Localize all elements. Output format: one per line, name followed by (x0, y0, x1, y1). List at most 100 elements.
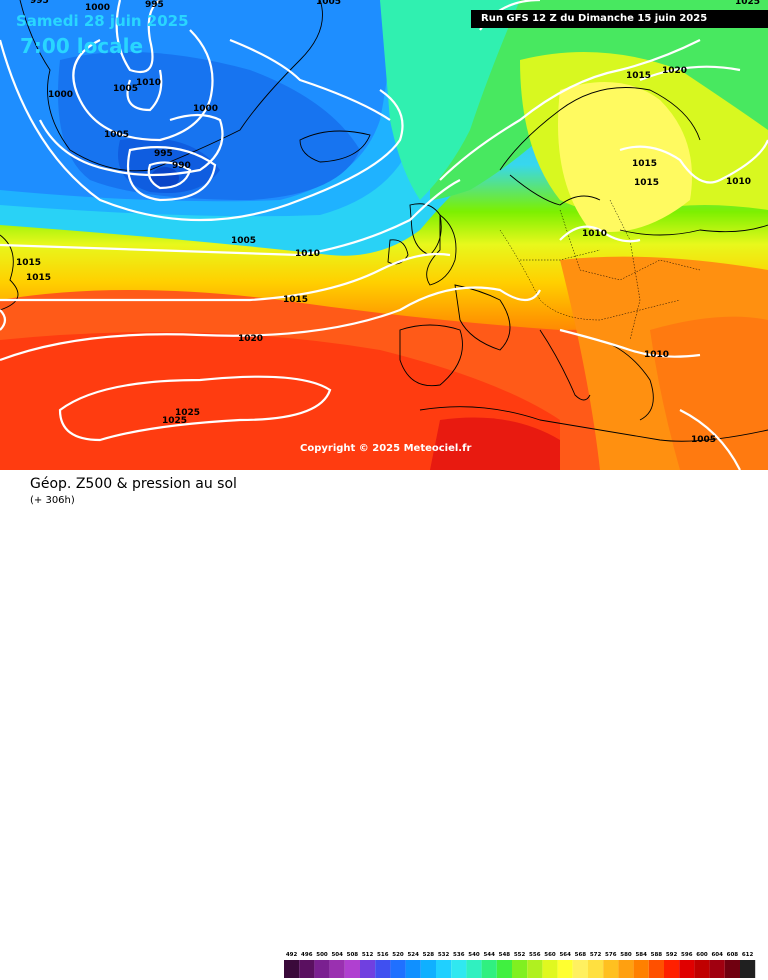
isobar-line-1015-north (439, 39, 701, 181)
england-coast (426, 214, 457, 286)
isobar-line-1015 (0, 252, 451, 302)
isobar-label: 1015 (26, 273, 51, 283)
border-1 (499, 229, 681, 321)
scale-label: 612 (742, 952, 754, 958)
scale-swatch (648, 960, 664, 978)
scale-label: 568 (575, 952, 587, 958)
scale-label: 524 (407, 952, 419, 958)
legend-footer: Géop. Z500 & pression au sol (+ 306h) 49… (0, 470, 768, 978)
scale-label: 592 (666, 952, 678, 958)
scale-swatch (375, 960, 391, 978)
isobar-line-1000-east (229, 38, 391, 121)
scale-label: 596 (681, 952, 693, 958)
scale-label: 532 (438, 952, 450, 958)
scale-label: 600 (696, 952, 708, 958)
scale-swatch (360, 960, 376, 978)
isobar-label: 1005 (104, 130, 129, 140)
scale-swatch (603, 960, 619, 978)
scale-swatch (314, 960, 330, 978)
isobar-label: 995 (154, 149, 173, 159)
isobar-label: 1000 (48, 90, 73, 100)
scale-label: 540 (468, 952, 480, 958)
low-center (151, 167, 179, 189)
isobar-label: 1015 (16, 258, 41, 268)
scale-label: 556 (529, 952, 541, 958)
isobar-labels: 995 1000 995 1005 1005 1010 1000 1000 10… (16, 0, 760, 445)
isobar-line-1010 (0, 179, 461, 257)
isobar-label: 1025 (175, 408, 200, 418)
isobar-line-1010-east (619, 139, 768, 184)
isobar-label: 1020 (662, 66, 687, 76)
scale-swatch (542, 960, 558, 978)
isobar-label: 1005 (316, 0, 341, 7)
scale-swatch (724, 960, 740, 978)
isobar-line-1020-east (639, 65, 741, 82)
scandinavia-coast (499, 87, 701, 171)
map-title: Géop. Z500 & pression au sol (30, 476, 237, 492)
scale-label: 536 (453, 952, 465, 958)
norway-south-coast (509, 174, 601, 206)
isobar-label: 1010 (644, 350, 669, 360)
isobar-label: 1015 (634, 178, 659, 188)
scale-swatch (344, 960, 360, 978)
isobar-label: 1015 (283, 295, 308, 305)
scale-label: 572 (590, 952, 602, 958)
balkans-coast (599, 339, 654, 421)
scale-swatch (664, 960, 680, 978)
isobar-line-1005 (0, 39, 404, 222)
scale-swatch (299, 960, 315, 978)
isobar-label: 1000 (85, 3, 110, 13)
isobar-label: 995 (30, 0, 49, 6)
scale-swatch (466, 960, 482, 978)
isobar-line-990 (147, 161, 192, 190)
scale-swatch (420, 960, 436, 978)
isobar-label: 1005 (691, 435, 716, 445)
isobar-label: 1005 (113, 84, 138, 94)
scale-swatch (284, 960, 300, 978)
isobar-label: 1010 (726, 177, 751, 187)
scale-swatch (512, 960, 528, 978)
scale-label: 528 (423, 952, 435, 958)
isobar-line-1010-north (126, 69, 163, 112)
isobar-line-1015-west (0, 309, 7, 331)
isobar-label: 1010 (582, 229, 607, 239)
scale-swatch (588, 960, 604, 978)
scale-label: 544 (483, 952, 495, 958)
isobar-line-995-north (115, 0, 161, 73)
baltic-coast (619, 224, 768, 236)
scale-swatch (709, 960, 725, 978)
scale-swatch (390, 960, 406, 978)
scale-label: 588 (651, 952, 663, 958)
scale-label: 496 (301, 952, 313, 958)
coastlines (0, 0, 768, 442)
scale-swatch (481, 960, 497, 978)
band-red (0, 332, 560, 470)
scale-label: 500 (316, 952, 328, 958)
isobar-label: 1015 (632, 159, 657, 169)
scale-label: 552 (514, 952, 526, 958)
scale-swatch (436, 960, 452, 978)
isobar-label: 1000 (193, 104, 218, 114)
color-scale: 492 496 500 504 508 512 516 520 524 528 532 536 540 5… (284, 952, 756, 978)
scale-swatch (496, 960, 512, 978)
band-paleyellow (558, 82, 692, 232)
geopotential-map: 995 1000 995 1005 1005 1010 1000 1000 10… (0, 0, 768, 470)
isobar-label: 1010 (295, 249, 320, 259)
scale-label: 548 (499, 952, 511, 958)
copyright-notice: Copyright © 2025 Meteociel.fr (300, 443, 472, 454)
borders (499, 199, 701, 341)
italy-coast (539, 329, 591, 401)
isobar-label: 1025 (162, 416, 187, 426)
band-green-east (430, 0, 768, 200)
isobar-line-1010-baltic (559, 225, 641, 243)
isobar-line-995 (126, 146, 217, 202)
iceland-coast (299, 130, 371, 163)
isobar-line-1025 (58, 375, 332, 442)
north-africa-coast (419, 406, 768, 442)
scale-swatch (633, 960, 649, 978)
scale-swatch (679, 960, 695, 978)
isobar-line-1005-southeast (679, 409, 741, 470)
run-title: Run GFS 12 Z du Dimanche 15 juin 2025 (471, 10, 768, 28)
france-coast (454, 284, 511, 351)
scale-swatch (329, 960, 345, 978)
